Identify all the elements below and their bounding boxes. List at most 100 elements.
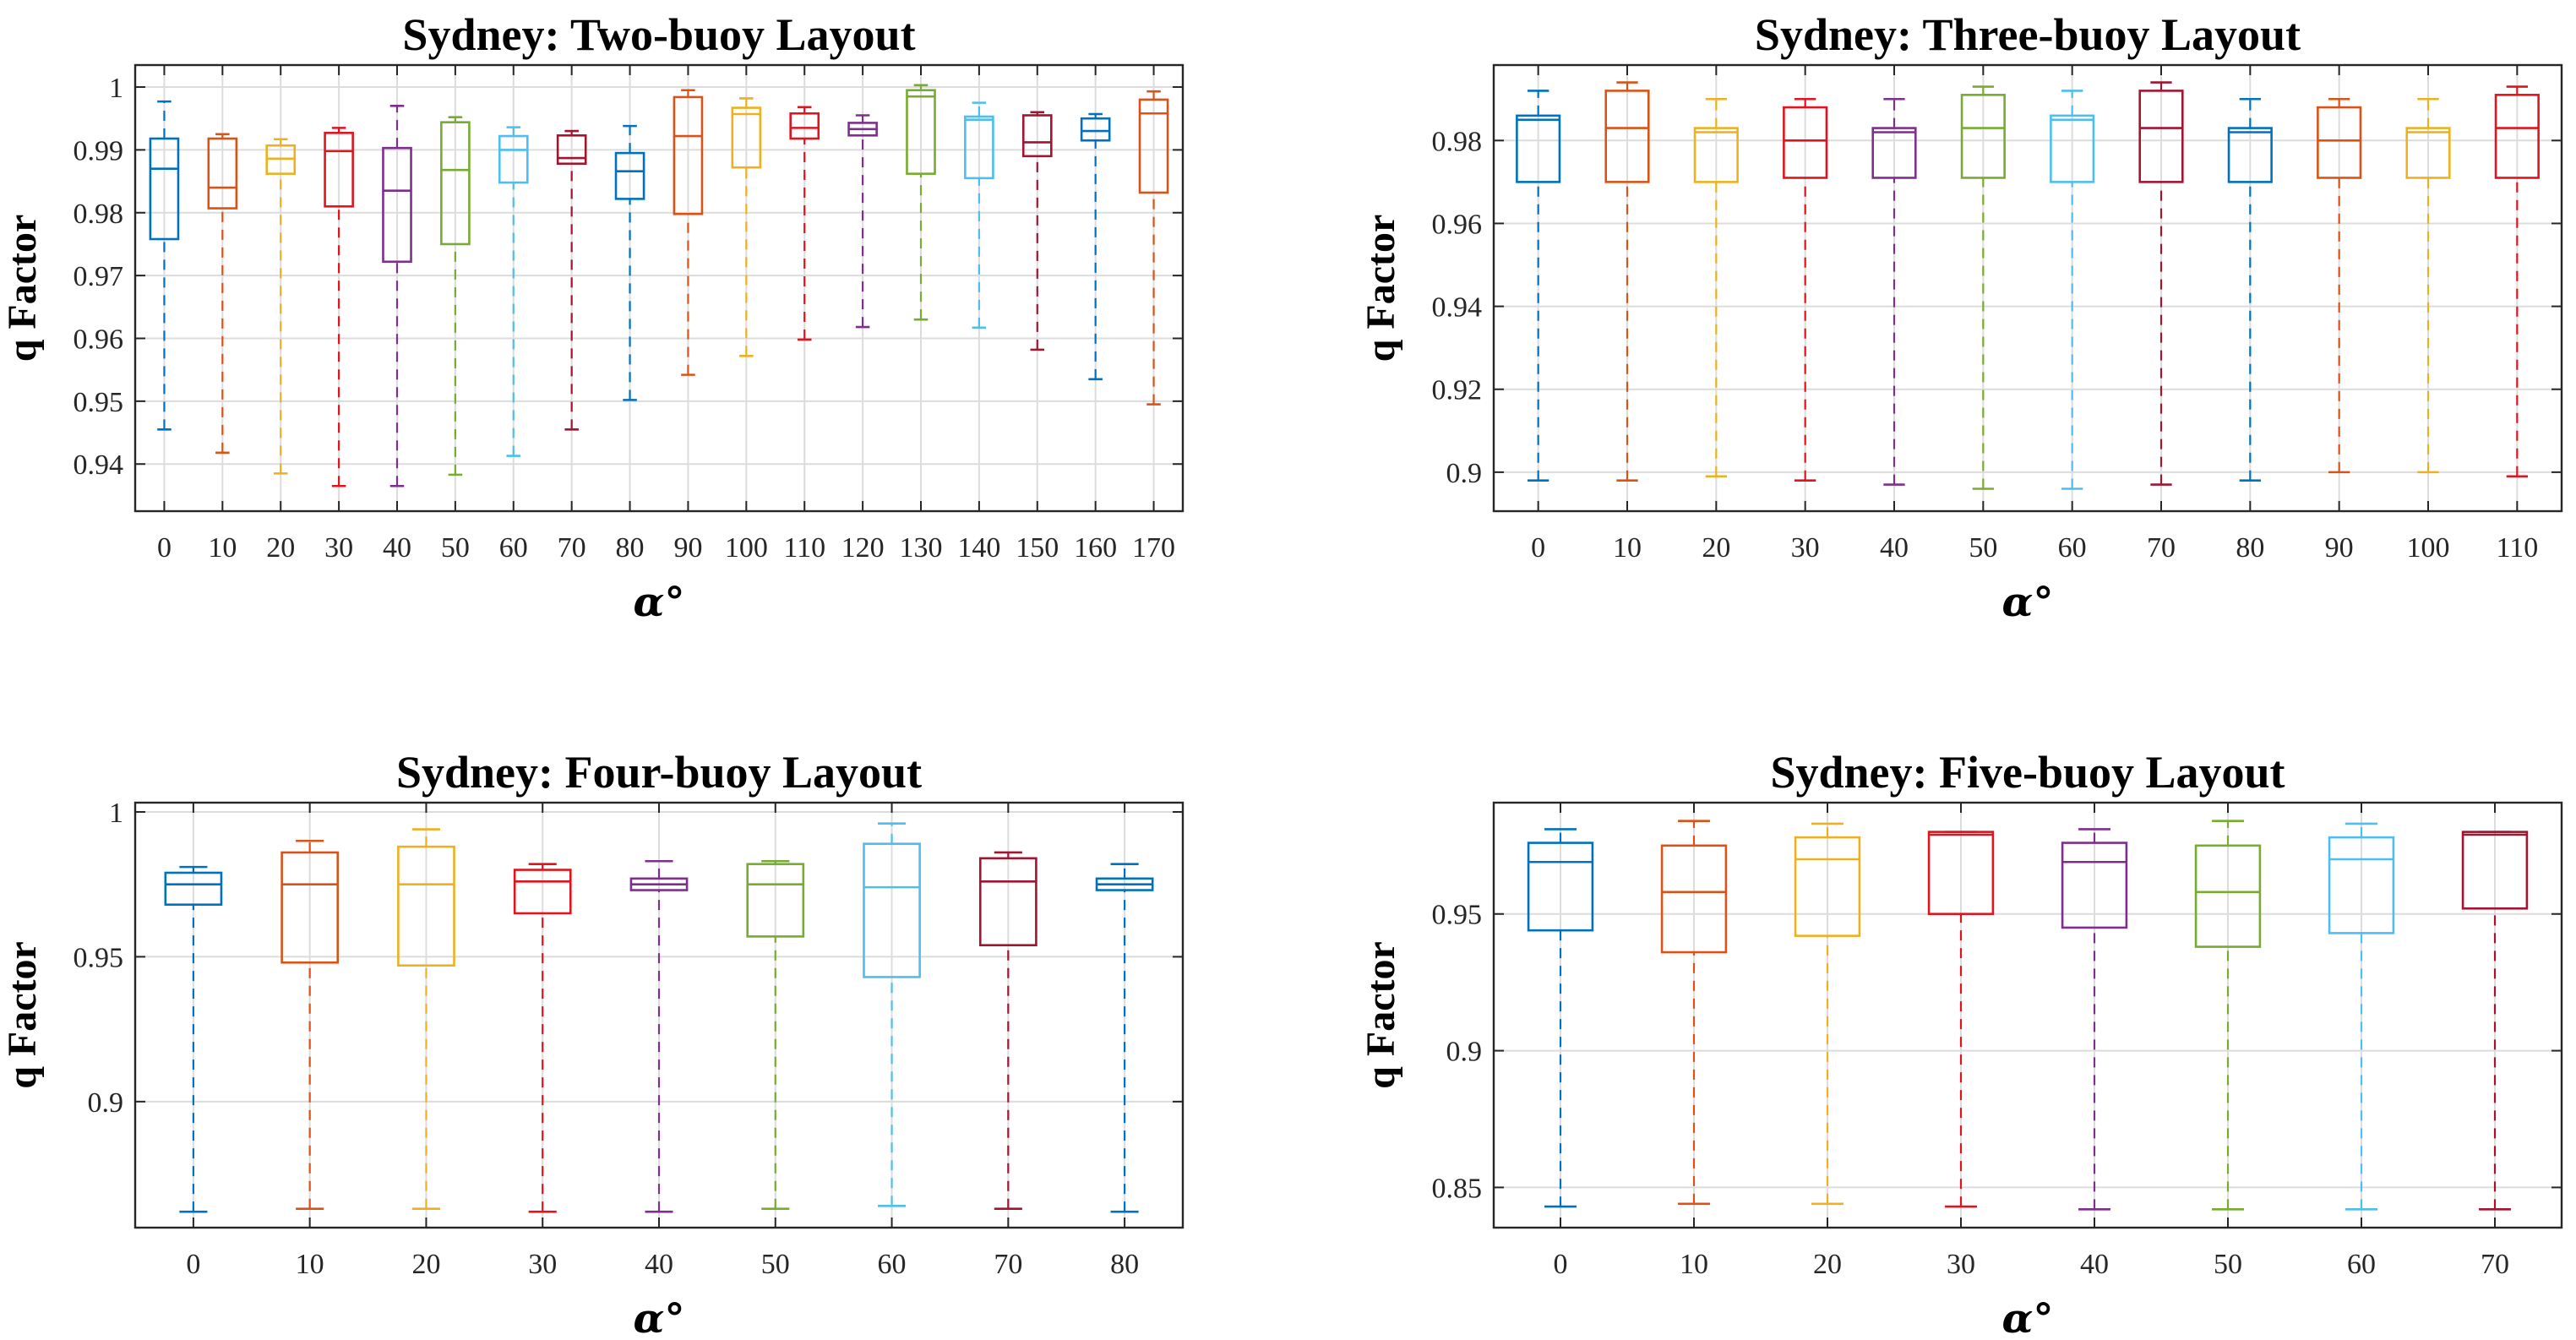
box-70: [2461, 831, 2529, 1211]
x-tick-label: 20: [1813, 1249, 1842, 1280]
x-tick-label: 40: [1880, 532, 1909, 564]
iqr-box: [746, 863, 805, 938]
iqr-box: [164, 871, 223, 906]
box-110: [789, 106, 820, 341]
y-tick-label: 0.95: [74, 387, 124, 418]
box-120: [847, 114, 878, 329]
iqr-box: [1516, 114, 1561, 183]
y-tick-label: 0.85: [1432, 1173, 1483, 1204]
y-tick-label: 1: [109, 798, 123, 829]
box-10: [207, 133, 238, 455]
box-20: [265, 138, 297, 475]
x-tick-label: 10: [208, 532, 237, 564]
box-150: [1021, 111, 1053, 351]
box-80: [614, 124, 645, 401]
y-axis-label: q Factor: [0, 941, 45, 1089]
x-tick-label: 70: [994, 1249, 1022, 1280]
box-50: [1960, 85, 2006, 490]
iqr-box: [906, 89, 936, 175]
x-tick-label: 20: [266, 532, 295, 564]
x-axis-label: α°: [2002, 1295, 2054, 1340]
y-tick-label: 0.98: [1432, 126, 1483, 157]
box-20: [1693, 97, 1739, 478]
box-130: [906, 84, 936, 321]
iqr-box: [614, 151, 645, 200]
y-tick-label: 0.9: [1446, 1037, 1483, 1068]
x-tick-label: 0: [157, 532, 172, 564]
x-tick-label: 80: [616, 532, 645, 564]
iqr-box: [2061, 842, 2128, 929]
y-tick-label: 0.92: [1432, 375, 1483, 406]
x-tick-label: 70: [2147, 532, 2176, 564]
iqr-box: [397, 845, 455, 967]
x-tick-label: 10: [1680, 1249, 1708, 1280]
iqr-box: [789, 112, 820, 140]
iqr-box: [2138, 90, 2184, 183]
iqr-box: [1794, 836, 1861, 937]
iqr-box: [2227, 127, 2273, 183]
y-axis-label: q Factor: [0, 215, 45, 362]
box-30: [1783, 97, 1828, 482]
y-axis-label: q Factor: [1359, 941, 1403, 1089]
chart-panel-4: 0.85 0.9 0.95 0 10 20 30 40 50 60 70 Sydney: Five-b…: [1359, 747, 2563, 1340]
iqr-box: [2317, 106, 2362, 179]
box-30: [324, 127, 354, 488]
box-70: [556, 129, 587, 431]
iqr-box: [2494, 94, 2540, 179]
box-60: [498, 126, 529, 457]
box-100: [2405, 97, 2451, 474]
x-tick-label: 60: [2058, 532, 2087, 564]
iqr-box: [2050, 114, 2095, 183]
box-170: [1138, 90, 1169, 406]
box-50: [2194, 820, 2262, 1211]
box-20: [397, 828, 455, 1211]
chart-title: Sydney: Three-buoy Layout: [1755, 9, 2301, 60]
x-tick-label: 90: [673, 532, 702, 564]
iqr-box: [149, 137, 180, 241]
box-10: [1660, 820, 1728, 1206]
axes-frame: [1492, 801, 2563, 1229]
box-80: [1095, 863, 1154, 1213]
y-tick-label: 0.97: [74, 261, 124, 292]
y-axis-label: q Factor: [1359, 215, 1403, 362]
chart-title: Sydney: Five-buoy Layout: [1770, 747, 2285, 798]
x-tick-label: 50: [761, 1249, 790, 1280]
chart-title: Sydney: Four-buoy Layout: [396, 747, 922, 798]
x-tick-label: 0: [186, 1249, 200, 1280]
x-tick-label: 30: [1947, 1249, 1975, 1280]
iqr-box: [731, 106, 762, 169]
box-60: [2328, 822, 2395, 1211]
box-90: [2317, 97, 2362, 474]
x-tick-label: 50: [1969, 532, 1997, 564]
x-tick-label: 40: [645, 1249, 673, 1280]
iqr-box: [673, 95, 704, 215]
iqr-box: [1783, 106, 1828, 179]
x-tick-label: 50: [441, 532, 470, 564]
y-tick-label: 1: [109, 73, 123, 104]
y-tick-label: 0.99: [74, 135, 124, 166]
x-tick-label: 40: [2080, 1249, 2109, 1280]
iqr-box: [964, 115, 994, 180]
box-50: [440, 116, 471, 477]
iqr-box: [2461, 831, 2529, 910]
box-0: [1516, 90, 1561, 482]
x-tick-label: 90: [2325, 532, 2354, 564]
axes-frame: [133, 63, 1185, 513]
box-10: [280, 839, 340, 1211]
x-axis-label: α°: [2002, 579, 2054, 626]
y-tick-label: 0.96: [74, 324, 124, 355]
iqr-box: [556, 133, 587, 166]
axes-frame: [1492, 63, 2563, 513]
box-110: [2494, 85, 2540, 478]
iqr-box: [1871, 127, 1917, 179]
box-30: [1927, 831, 1995, 1208]
box-10: [1604, 81, 1650, 482]
x-tick-label: 70: [558, 532, 586, 564]
y-tick-label: 0.96: [1432, 209, 1483, 240]
x-tick-label: 110: [783, 532, 825, 564]
x-tick-label: 170: [1132, 532, 1175, 564]
chart-title: Sydney: Two-buoy Layout: [402, 9, 915, 60]
x-tick-label: 40: [383, 532, 411, 564]
iqr-box: [207, 137, 238, 210]
